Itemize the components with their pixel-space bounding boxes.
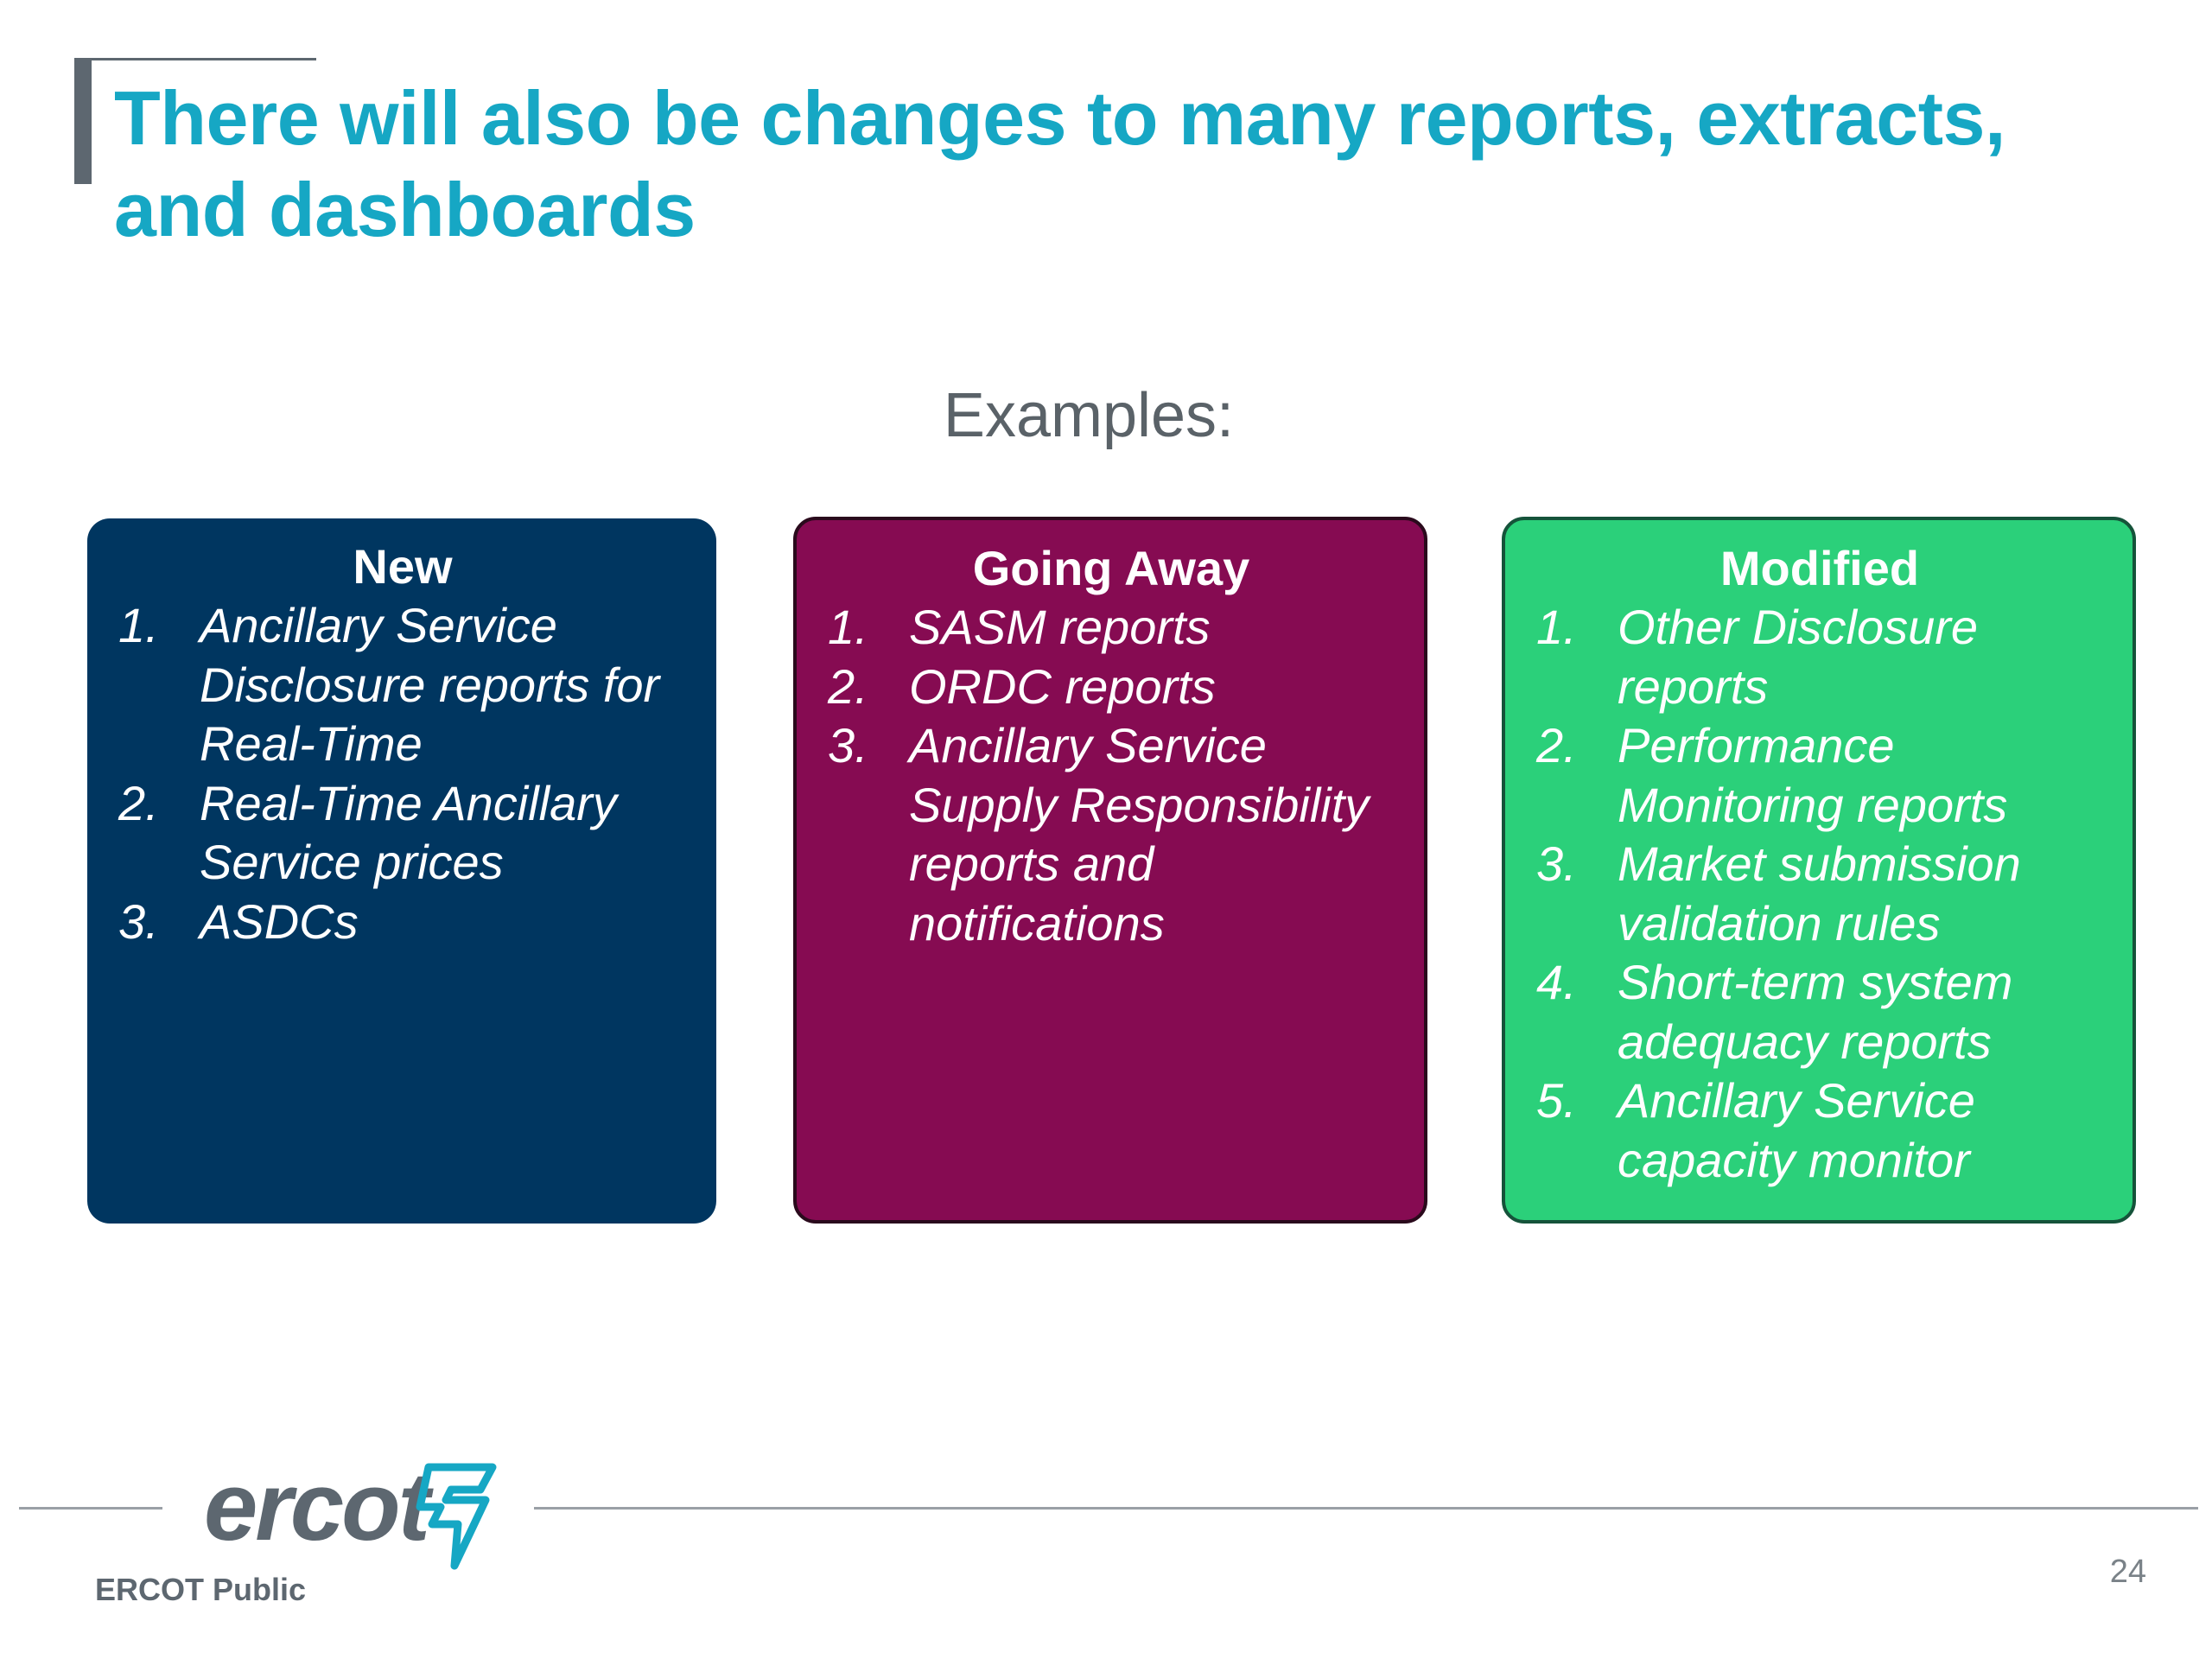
examples-label: Examples: (943, 381, 1235, 450)
card-going-away: Going Away 1. SASM reports 2. ORDC reports… (793, 517, 1427, 1224)
card-heading: New (353, 539, 453, 594)
list-item-text: Market submission validation rules (1618, 836, 2021, 950)
list-number: 2. (828, 658, 868, 714)
list-number: 5. (1536, 1073, 1577, 1128)
list-item: 1. Other Disclosure reports (1536, 598, 2103, 716)
list-item: 4. Short-term system adequacy reports (1536, 953, 2103, 1071)
list-item-text: ASDCs (200, 893, 359, 949)
list-number: 3. (828, 718, 868, 772)
list-item: 3. Ancillary Service Supply Responsibilit… (828, 716, 1395, 953)
list-number: 3. (1536, 836, 1577, 891)
card-list: 1. SASM reports 2. ORDC reports 3. Ancillar… (828, 598, 1395, 953)
list-number: 3. (118, 893, 159, 949)
card-list: 1. Other Disclosure reports 2. Performance… (1536, 598, 2103, 1190)
list-number: 2. (1536, 718, 1577, 772)
list-item-text: Ancillary Service capacity monitor (1618, 1073, 1975, 1187)
list-item-text: Other Disclosure reports (1618, 600, 1979, 714)
list-item-text: Ancillary Service Disclosure reports for… (200, 598, 660, 771)
list-item: 2. Real-Time Ancillary Service prices (118, 774, 687, 893)
list-number: 1. (1536, 600, 1577, 654)
card-heading: Modified (1719, 541, 1920, 595)
classification-label: ERCOT Public (95, 1572, 307, 1607)
ercot-logo-mark-icon (416, 1463, 497, 1570)
title-accent-bar (74, 58, 92, 184)
slide-title: There will also be changes to many repor… (114, 75, 2005, 252)
ercot-logo: ercot (204, 1452, 515, 1573)
list-item: 5. Ancillary Service capacity monitor (1536, 1071, 2103, 1190)
list-item-text: Performance Monitoring reports (1618, 718, 2008, 832)
list-number: 2. (118, 775, 159, 830)
card-modified: Modified 1. Other Disclosure reports 2. Pe… (1502, 517, 2136, 1224)
card-new: New 1. Ancillary Service Disclosure repor… (87, 518, 716, 1224)
list-item: 1. Ancillary Service Disclosure reports f… (118, 596, 687, 774)
list-number: 4. (1536, 955, 1577, 1009)
list-item-text: SASM reports (909, 600, 1211, 654)
list-item-text: Ancillary Service Supply Responsibility … (909, 718, 1370, 950)
list-item-text: ORDC reports (909, 658, 1216, 714)
list-number: 1. (118, 598, 159, 652)
list-item: 3. ASDCs (118, 893, 687, 952)
title-accent-line (74, 58, 316, 60)
card-heading: Going Away (972, 541, 1250, 595)
page-number: 24 (2109, 1554, 2146, 1590)
list-item: 2. Performance Monitoring reports (1536, 716, 2103, 835)
footer-divider-left (19, 1507, 162, 1510)
list-item: 2. ORDC reports (828, 658, 1395, 717)
logo-wordmark: ercot (204, 1452, 430, 1560)
list-item: 3. Market submission validation rules (1536, 835, 2103, 953)
card-list: 1. Ancillary Service Disclosure reports f… (118, 596, 687, 951)
list-item: 1. SASM reports (828, 598, 1395, 658)
list-item-text: Real-Time Ancillary Service prices (200, 775, 617, 890)
list-item-text: Short-term system adequacy reports (1618, 955, 2013, 1069)
footer-divider-right (534, 1507, 2198, 1510)
list-number: 1. (828, 600, 868, 654)
